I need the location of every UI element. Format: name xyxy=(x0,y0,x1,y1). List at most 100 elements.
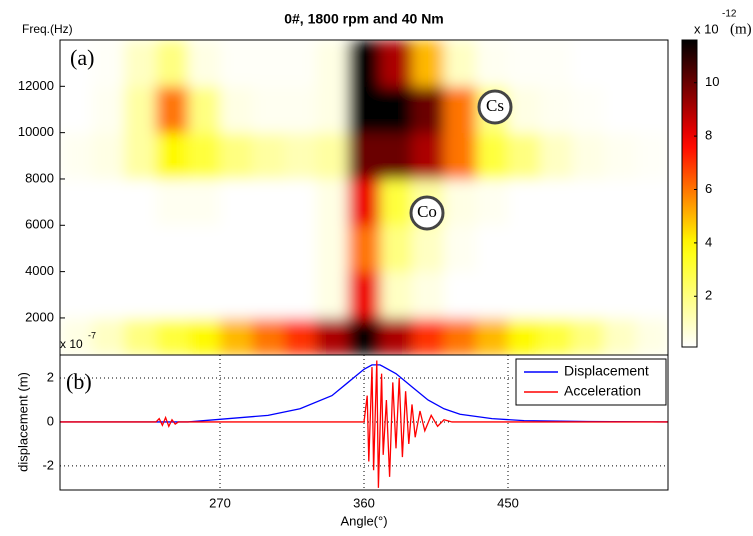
heat-cell xyxy=(508,40,541,87)
y-tick-label: -2 xyxy=(42,457,54,472)
heat-cell xyxy=(124,40,157,87)
heat-cell xyxy=(188,225,221,273)
heat-cell xyxy=(380,225,413,273)
heat-cell xyxy=(412,317,445,355)
heat-cell xyxy=(92,271,125,319)
y-tick-label: 2 xyxy=(47,369,54,384)
heat-cell xyxy=(380,317,413,355)
heat-cell xyxy=(412,40,445,87)
heat-cell xyxy=(636,225,668,273)
heat-cell xyxy=(508,225,541,273)
heat-cell xyxy=(316,317,349,355)
heat-cell xyxy=(124,86,157,134)
heat-cell xyxy=(348,225,381,273)
heat-cell xyxy=(124,132,157,180)
x-axis-label: Angle(°) xyxy=(340,513,387,528)
legend-label: Displacement xyxy=(564,363,649,379)
heat-cell xyxy=(572,178,605,226)
heat-cell xyxy=(380,86,413,134)
heat-cell xyxy=(444,271,477,319)
heat-cell xyxy=(92,317,125,355)
heat-cell xyxy=(156,132,189,180)
heat-cell xyxy=(60,178,93,226)
heatmap xyxy=(60,40,668,355)
y-tick-label: 2000 xyxy=(25,309,54,324)
plot-frame xyxy=(59,354,669,491)
x-tick-label: 450 xyxy=(497,495,519,510)
heat-cell xyxy=(444,132,477,180)
y-axis-label: Freq.(Hz) xyxy=(22,22,73,36)
colorbar xyxy=(681,39,698,348)
heat-cell xyxy=(476,40,509,87)
colorbar-unit: (m) xyxy=(730,21,752,37)
heat-cell xyxy=(508,178,541,226)
y-axis-label: displacement (m) xyxy=(15,372,30,472)
legend-label: Acceleration xyxy=(564,383,641,399)
heat-cell xyxy=(124,178,157,226)
heat-cell xyxy=(572,225,605,273)
y-tick-label: 8000 xyxy=(25,170,54,185)
heat-cell xyxy=(604,40,637,87)
heat-cell xyxy=(444,225,477,273)
heat-cell xyxy=(220,178,253,226)
heat-cell xyxy=(604,271,637,319)
heat-cell xyxy=(316,225,349,273)
colorbar-tick-label: 10 xyxy=(705,74,719,89)
heat-cell xyxy=(348,132,381,180)
annotation: Co xyxy=(417,202,437,221)
heat-cell xyxy=(252,86,285,134)
heat-cell xyxy=(572,317,605,355)
heat-cell xyxy=(348,178,381,226)
heat-cell xyxy=(604,178,637,226)
heat-cell xyxy=(316,271,349,319)
heat-cell xyxy=(156,86,189,134)
heat-cell xyxy=(284,132,317,180)
heat-cell xyxy=(316,40,349,87)
heat-cell xyxy=(316,132,349,180)
heat-cell xyxy=(636,317,668,355)
heat-cell xyxy=(348,317,381,355)
heat-cell xyxy=(636,40,668,87)
colorbar-tick-label: 4 xyxy=(705,234,712,249)
colorbar-tick-label: 6 xyxy=(705,181,712,196)
colorbar-exponent: -12 xyxy=(722,9,737,20)
heat-cell xyxy=(124,271,157,319)
panel-label: (a) xyxy=(70,45,94,70)
heat-cell xyxy=(636,86,668,134)
heat-cell xyxy=(220,86,253,134)
heat-cell xyxy=(92,40,125,87)
heat-cell xyxy=(508,132,541,180)
heat-cell xyxy=(444,317,477,355)
heat-cell xyxy=(412,86,445,134)
heat-cell xyxy=(188,271,221,319)
heat-cell xyxy=(604,86,637,134)
heat-cell xyxy=(636,271,668,319)
colorbar-label: x 10 xyxy=(694,21,719,36)
colorbar-tick-label: 2 xyxy=(705,288,712,303)
heat-cell xyxy=(604,317,637,355)
heat-cell xyxy=(380,132,413,180)
y-tick-label: 6000 xyxy=(25,217,54,232)
heat-cell xyxy=(380,178,413,226)
heat-cell xyxy=(252,271,285,319)
heat-cell xyxy=(188,178,221,226)
heat-cell xyxy=(252,40,285,87)
heat-cell xyxy=(636,132,668,180)
y-tick-label: 0 xyxy=(47,413,54,428)
heat-cell xyxy=(156,225,189,273)
heat-cell xyxy=(60,225,93,273)
scale-label: x 10 xyxy=(60,337,83,351)
heat-cell xyxy=(60,86,93,134)
heat-cell xyxy=(476,225,509,273)
heat-cell xyxy=(188,86,221,134)
heat-cell xyxy=(508,317,541,355)
heat-cell xyxy=(60,132,93,180)
heat-cell xyxy=(572,86,605,134)
annotation-circle xyxy=(477,89,513,125)
heat-cell xyxy=(60,40,93,87)
annotation: Cs xyxy=(486,96,504,115)
heat-cell xyxy=(188,132,221,180)
heat-cell xyxy=(220,271,253,319)
heat-cell xyxy=(412,225,445,273)
